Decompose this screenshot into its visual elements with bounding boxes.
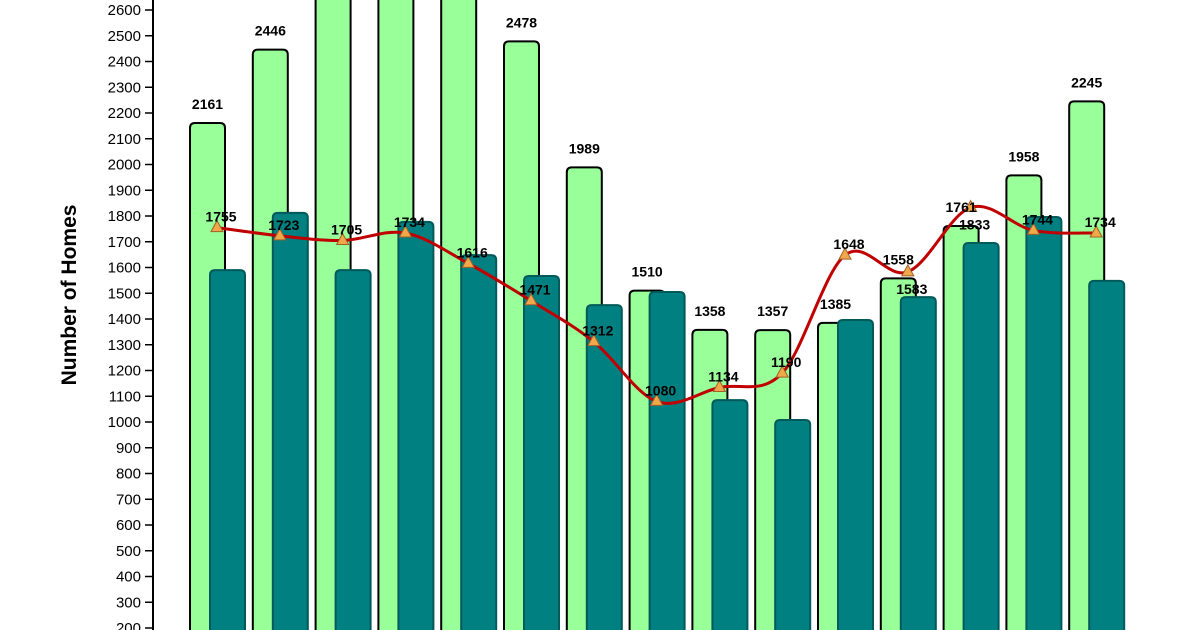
bar-series2 <box>1088 279 1126 630</box>
y-tick-label: 600 <box>116 517 141 534</box>
bar-data-label: 2161 <box>192 96 223 112</box>
triangle-marker <box>1089 224 1104 238</box>
line-data-label: 1734 <box>394 214 425 230</box>
y-tick-label: 1800 <box>108 208 141 225</box>
y-tick-label: 2000 <box>108 157 141 174</box>
y-tick-label: 1700 <box>108 234 141 251</box>
triangle-marker <box>1026 222 1041 235</box>
triangle-marker <box>900 263 915 277</box>
y-tick-label: 2600 <box>108 2 141 19</box>
line-data-label: 1583 <box>896 281 927 297</box>
bar-data-label: 2478 <box>506 14 537 30</box>
triangle-marker <box>775 365 790 378</box>
line-data-label: 1080 <box>645 382 676 398</box>
y-tick-label: 1600 <box>108 260 141 277</box>
line-data-label: 1616 <box>457 244 488 260</box>
bar-series2 <box>899 296 937 630</box>
bar-data-label: 1761 <box>946 199 977 215</box>
bar-series2 <box>711 399 749 630</box>
triangle-marker <box>524 292 538 306</box>
bar-series2 <box>837 319 874 630</box>
triangle-marker <box>461 255 476 268</box>
y-tick-label: 1300 <box>108 337 141 354</box>
y-tick-label: 900 <box>116 440 141 457</box>
triangle-marker <box>838 247 852 260</box>
y-tick-label: 1000 <box>108 414 141 431</box>
line-data-label: 1648 <box>833 236 864 252</box>
bar-data-label: 2245 <box>1071 74 1102 90</box>
series3-line <box>216 204 1097 405</box>
y-tick-label: 2200 <box>108 105 141 122</box>
line-data-label: 1190 <box>771 354 802 370</box>
bar-series2 <box>271 211 309 630</box>
bar-data-label: 1358 <box>694 303 725 319</box>
bar-series2 <box>585 304 623 630</box>
y-tick-label: 300 <box>116 594 141 611</box>
bar-series2 <box>1025 216 1063 630</box>
y-tick-label: 2100 <box>108 131 141 148</box>
triangle-marker <box>272 227 287 241</box>
y-tick-label: 2400 <box>108 54 141 71</box>
bar-data-label: 1558 <box>883 251 914 267</box>
y-tick-label: 1400 <box>108 311 141 328</box>
y-tick-label: 200 <box>116 620 141 630</box>
line-data-label: 1833 <box>959 217 990 233</box>
bar-data-label: 1385 <box>820 296 851 312</box>
line-data-label: 1312 <box>582 323 613 339</box>
y-tick-label: 800 <box>116 466 141 483</box>
triangle-marker <box>963 199 978 213</box>
y-tick-label: 400 <box>116 569 141 586</box>
bar-series2 <box>209 269 246 630</box>
bar-series2 <box>397 220 435 630</box>
y-tick-label: 2500 <box>108 28 141 45</box>
y-tick-label: 2300 <box>108 79 141 96</box>
y-tick-label: 1200 <box>108 363 141 380</box>
line-data-label: 1134 <box>708 368 739 384</box>
line-data-label: 1734 <box>1085 214 1116 230</box>
line-data-label: 1755 <box>205 209 236 225</box>
bar-data-label: 1510 <box>632 264 663 280</box>
bar-data-label: 1357 <box>757 303 788 319</box>
bar-series2 <box>334 269 372 630</box>
triangle-marker <box>586 333 601 347</box>
bar-series2 <box>460 254 498 630</box>
y-axis-label: Number of Homes <box>58 205 81 386</box>
triangle-marker <box>712 379 727 392</box>
y-tick-label: 700 <box>116 491 141 508</box>
triangle-marker <box>210 219 224 233</box>
triangle-marker <box>398 224 413 238</box>
bar-data-label: 2446 <box>255 23 286 39</box>
line-data-label: 1471 <box>519 282 550 298</box>
line-data-label: 1744 <box>1022 211 1053 227</box>
triangle-marker <box>335 232 350 245</box>
bar-data-label: 1989 <box>569 140 600 156</box>
y-tick-label: 1500 <box>108 285 141 302</box>
bar-series2 <box>962 242 1000 630</box>
line-data-label: 1705 <box>331 221 362 237</box>
bar-series2 <box>648 290 686 630</box>
bar-series2 <box>774 418 812 630</box>
triangle-marker <box>649 393 664 406</box>
y-tick-label: 1900 <box>108 182 141 199</box>
bar-series2 <box>523 274 560 630</box>
line-data-label: 1723 <box>268 217 299 233</box>
y-tick-label: 1100 <box>109 388 141 405</box>
y-tick-label: 500 <box>116 543 141 560</box>
bar-data-label: 1958 <box>1008 148 1039 164</box>
